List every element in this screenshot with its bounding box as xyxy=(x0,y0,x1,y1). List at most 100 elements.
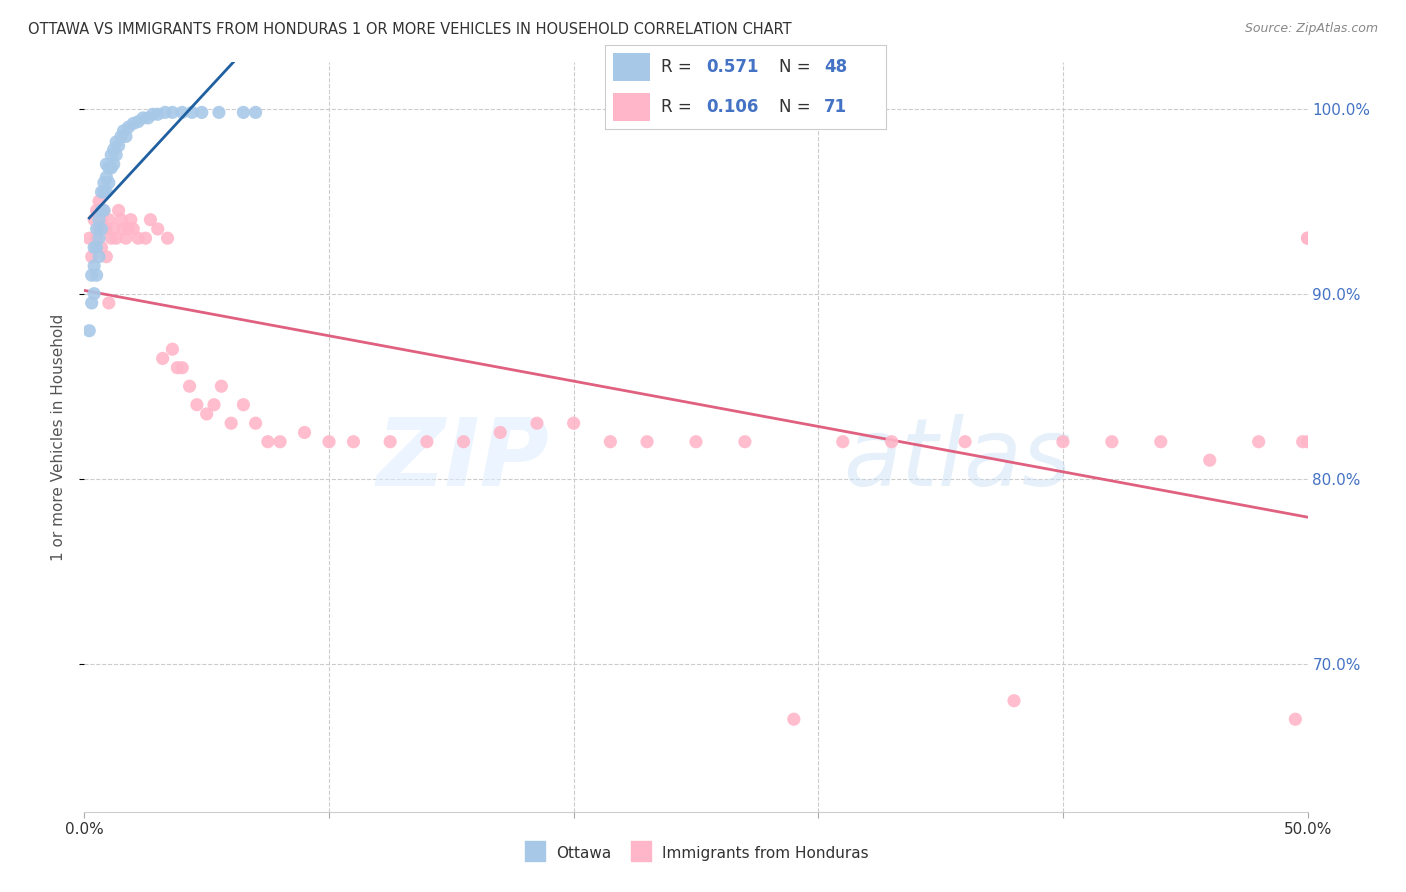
Point xyxy=(86,231,108,245)
Point xyxy=(83,212,105,227)
Point xyxy=(122,222,145,236)
Point xyxy=(156,231,179,245)
Point xyxy=(93,185,115,199)
Point xyxy=(166,360,188,375)
Point xyxy=(112,222,135,236)
Point xyxy=(380,434,402,449)
Point xyxy=(90,222,112,236)
Point xyxy=(489,425,512,440)
Point xyxy=(132,111,155,125)
Text: OTTAWA VS IMMIGRANTS FROM HONDURAS 1 OR MORE VEHICLES IN HOUSEHOLD CORRELATION C: OTTAWA VS IMMIGRANTS FROM HONDURAS 1 OR … xyxy=(28,22,792,37)
Point xyxy=(172,360,194,375)
Point xyxy=(80,268,103,283)
Point xyxy=(83,259,105,273)
Point xyxy=(191,105,214,120)
Point xyxy=(685,434,707,449)
Point xyxy=(86,240,108,254)
Point xyxy=(1247,434,1270,449)
Point xyxy=(1052,434,1074,449)
Point xyxy=(831,434,853,449)
Point xyxy=(110,129,132,144)
Point xyxy=(77,231,100,245)
Text: N =: N = xyxy=(779,98,815,116)
Point xyxy=(219,416,242,430)
Point xyxy=(90,240,112,254)
Point xyxy=(120,212,142,227)
Point xyxy=(734,434,756,449)
Point xyxy=(880,434,903,449)
Point xyxy=(110,212,132,227)
Point xyxy=(100,161,122,175)
Point xyxy=(245,416,267,430)
Point xyxy=(83,286,105,301)
Point xyxy=(416,434,439,449)
Point xyxy=(195,407,218,421)
Point xyxy=(103,222,125,236)
Point xyxy=(1284,712,1306,726)
Point xyxy=(122,116,145,130)
Point xyxy=(80,296,103,310)
Point xyxy=(599,434,621,449)
Point xyxy=(96,250,118,264)
Point xyxy=(562,416,585,430)
Point xyxy=(232,398,254,412)
Point xyxy=(162,105,184,120)
Point xyxy=(209,379,232,393)
Point xyxy=(181,105,204,120)
Point xyxy=(87,212,110,227)
Point xyxy=(100,231,122,245)
Point xyxy=(93,176,115,190)
Point xyxy=(953,434,976,449)
Point xyxy=(105,148,128,162)
Point xyxy=(1296,434,1319,449)
Bar xyxy=(613,93,650,120)
Point xyxy=(86,268,108,283)
Text: 0.106: 0.106 xyxy=(706,98,758,116)
Point xyxy=(245,105,267,120)
Text: atlas: atlas xyxy=(842,414,1071,505)
Point xyxy=(86,203,108,218)
Point xyxy=(1150,434,1173,449)
Point xyxy=(1292,434,1315,449)
Point xyxy=(77,324,100,338)
Point xyxy=(135,231,157,245)
Point xyxy=(127,231,149,245)
Point xyxy=(115,129,138,144)
Point xyxy=(117,120,139,135)
Text: 48: 48 xyxy=(824,59,846,77)
Point xyxy=(93,203,115,218)
Point xyxy=(97,176,120,190)
Text: N =: N = xyxy=(779,59,815,77)
Point xyxy=(146,107,169,121)
Point xyxy=(318,434,340,449)
Point xyxy=(127,114,149,128)
Point xyxy=(93,203,115,218)
Point xyxy=(142,107,165,121)
Point xyxy=(103,142,125,156)
Point xyxy=(342,434,364,449)
Legend: Ottawa, Immigrants from Honduras: Ottawa, Immigrants from Honduras xyxy=(517,838,875,868)
Point xyxy=(179,379,201,393)
Point xyxy=(97,212,120,227)
Point xyxy=(1002,694,1025,708)
Text: R =: R = xyxy=(661,59,697,77)
Point xyxy=(90,203,112,218)
Point xyxy=(1296,231,1319,245)
Point xyxy=(139,212,162,227)
Point xyxy=(90,185,112,199)
Point xyxy=(453,434,475,449)
Point xyxy=(636,434,658,449)
Point xyxy=(107,203,129,218)
Point xyxy=(86,222,108,236)
Text: 71: 71 xyxy=(824,98,846,116)
Point xyxy=(257,434,280,449)
Point xyxy=(232,105,254,120)
Point xyxy=(117,222,139,236)
Point xyxy=(186,398,208,412)
Point xyxy=(80,250,103,264)
Text: R =: R = xyxy=(661,98,697,116)
Point xyxy=(153,105,176,120)
Point xyxy=(162,342,184,356)
Point xyxy=(87,194,110,209)
Text: Source: ZipAtlas.com: Source: ZipAtlas.com xyxy=(1244,22,1378,36)
